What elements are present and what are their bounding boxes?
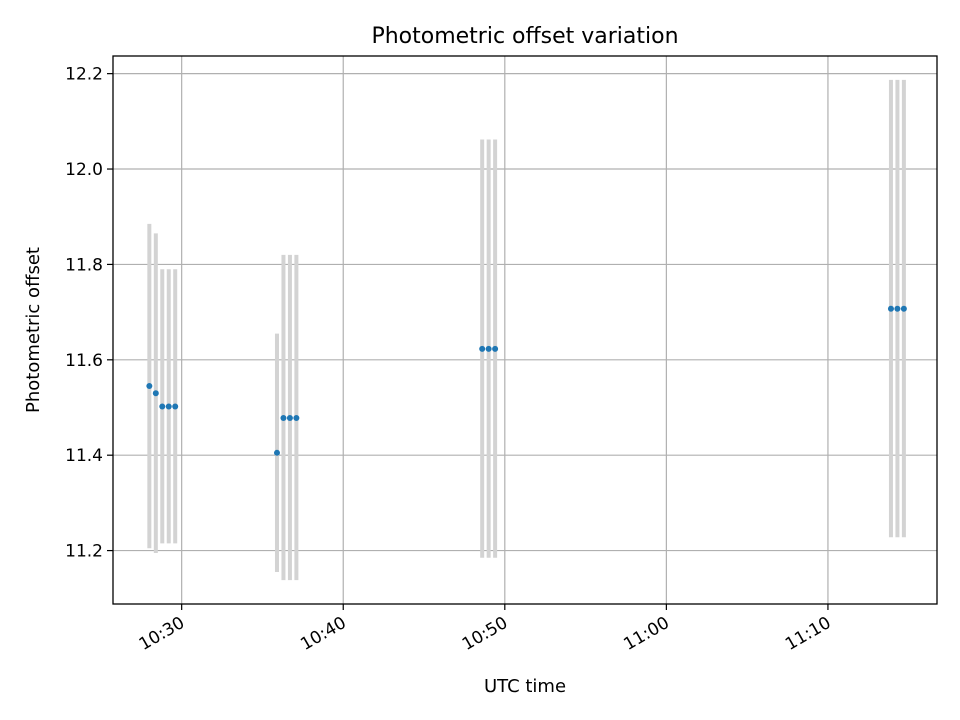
y-tick-label: 11.2 xyxy=(65,542,103,562)
y-tick-label: 11.8 xyxy=(65,255,103,275)
chart-title: Photometric offset variation xyxy=(371,24,678,49)
x-axis-label: UTC time xyxy=(484,676,566,697)
data-point xyxy=(887,305,894,312)
data-point xyxy=(900,305,907,312)
data-point xyxy=(479,345,486,352)
data-point xyxy=(273,449,280,456)
data-point xyxy=(286,414,293,421)
y-tick-label: 11.6 xyxy=(65,351,103,371)
data-point xyxy=(159,403,166,410)
data-point xyxy=(280,414,287,421)
plot-frame xyxy=(112,55,938,605)
data-point xyxy=(293,414,300,421)
data-point xyxy=(172,403,179,410)
y-tick-label: 12.2 xyxy=(65,65,103,85)
grid-lines xyxy=(113,56,937,604)
data-points xyxy=(146,305,907,456)
y-axis-label: Photometric offset xyxy=(23,247,44,413)
y-tick-label: 12.0 xyxy=(65,160,103,180)
y-tick-label: 11.4 xyxy=(65,446,103,466)
data-point xyxy=(894,305,901,312)
data-point xyxy=(152,390,159,397)
data-point xyxy=(165,403,172,410)
data-point xyxy=(146,383,153,390)
data-point xyxy=(492,345,499,352)
data-point xyxy=(485,345,492,352)
